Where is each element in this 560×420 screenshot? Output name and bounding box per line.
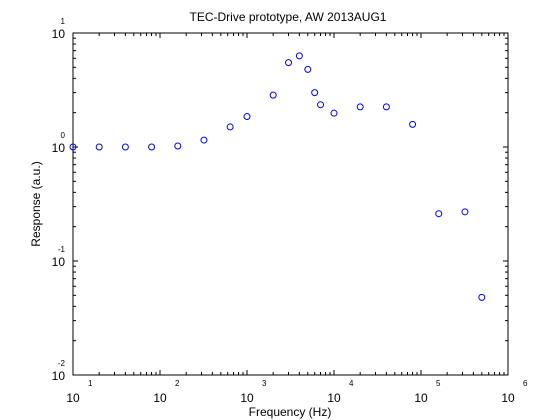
data-point <box>69 143 77 151</box>
data-point <box>461 208 469 216</box>
data-point <box>311 89 319 97</box>
x-tick-label: 10 <box>153 391 167 405</box>
x-tick-label: 10 <box>66 391 80 405</box>
data-point <box>243 113 251 121</box>
data-point <box>382 103 390 111</box>
x-tick-exponent: 5 <box>436 379 441 388</box>
axis-ticks <box>72 32 509 376</box>
data-point <box>226 123 234 131</box>
x-tick-label: 10 <box>240 391 254 405</box>
data-point <box>285 59 293 67</box>
plot-frame <box>72 32 509 376</box>
data-point <box>317 101 325 109</box>
y-tick-label: 10 <box>52 255 66 269</box>
data-points <box>69 52 486 301</box>
y-tick-exponent: -1 <box>58 245 66 254</box>
data-point <box>269 91 277 99</box>
y-axis-label: Response (a.u.) <box>29 161 43 246</box>
x-tick-label: 10 <box>414 391 428 405</box>
y-tick-label: 10 <box>52 369 66 383</box>
y-tick-exponent: 0 <box>61 131 66 140</box>
x-tick-exponent: 2 <box>175 379 180 388</box>
data-point <box>330 109 338 117</box>
data-point <box>95 143 103 151</box>
chart-title: TEC-Drive prototype, AW 2013AUG1 <box>190 10 387 24</box>
y-tick-exponent: -2 <box>58 359 66 368</box>
y-tick-label: 10 <box>52 27 66 41</box>
x-tick-exponent: 1 <box>88 379 93 388</box>
data-point <box>478 293 486 301</box>
data-point <box>121 143 129 151</box>
data-point <box>304 65 312 73</box>
data-point <box>356 103 364 111</box>
x-tick-label: 10 <box>327 391 341 405</box>
x-tick-exponent: 6 <box>523 379 528 388</box>
x-tick-exponent: 3 <box>262 379 267 388</box>
y-tick-label: 10 <box>52 141 66 155</box>
y-tick-exponent: 1 <box>61 17 66 26</box>
x-tick-label: 10 <box>501 391 515 405</box>
x-tick-exponent: 4 <box>349 379 354 388</box>
data-point <box>148 143 156 151</box>
data-point <box>295 52 303 60</box>
data-point <box>435 210 443 218</box>
x-tick-labels: 10 1 10 2 10 3 10 4 10 5 10 6 <box>66 379 528 405</box>
data-point <box>174 142 182 150</box>
data-point <box>409 120 417 128</box>
x-axis-label: Frequency (Hz) <box>249 405 332 419</box>
data-point <box>200 136 208 144</box>
